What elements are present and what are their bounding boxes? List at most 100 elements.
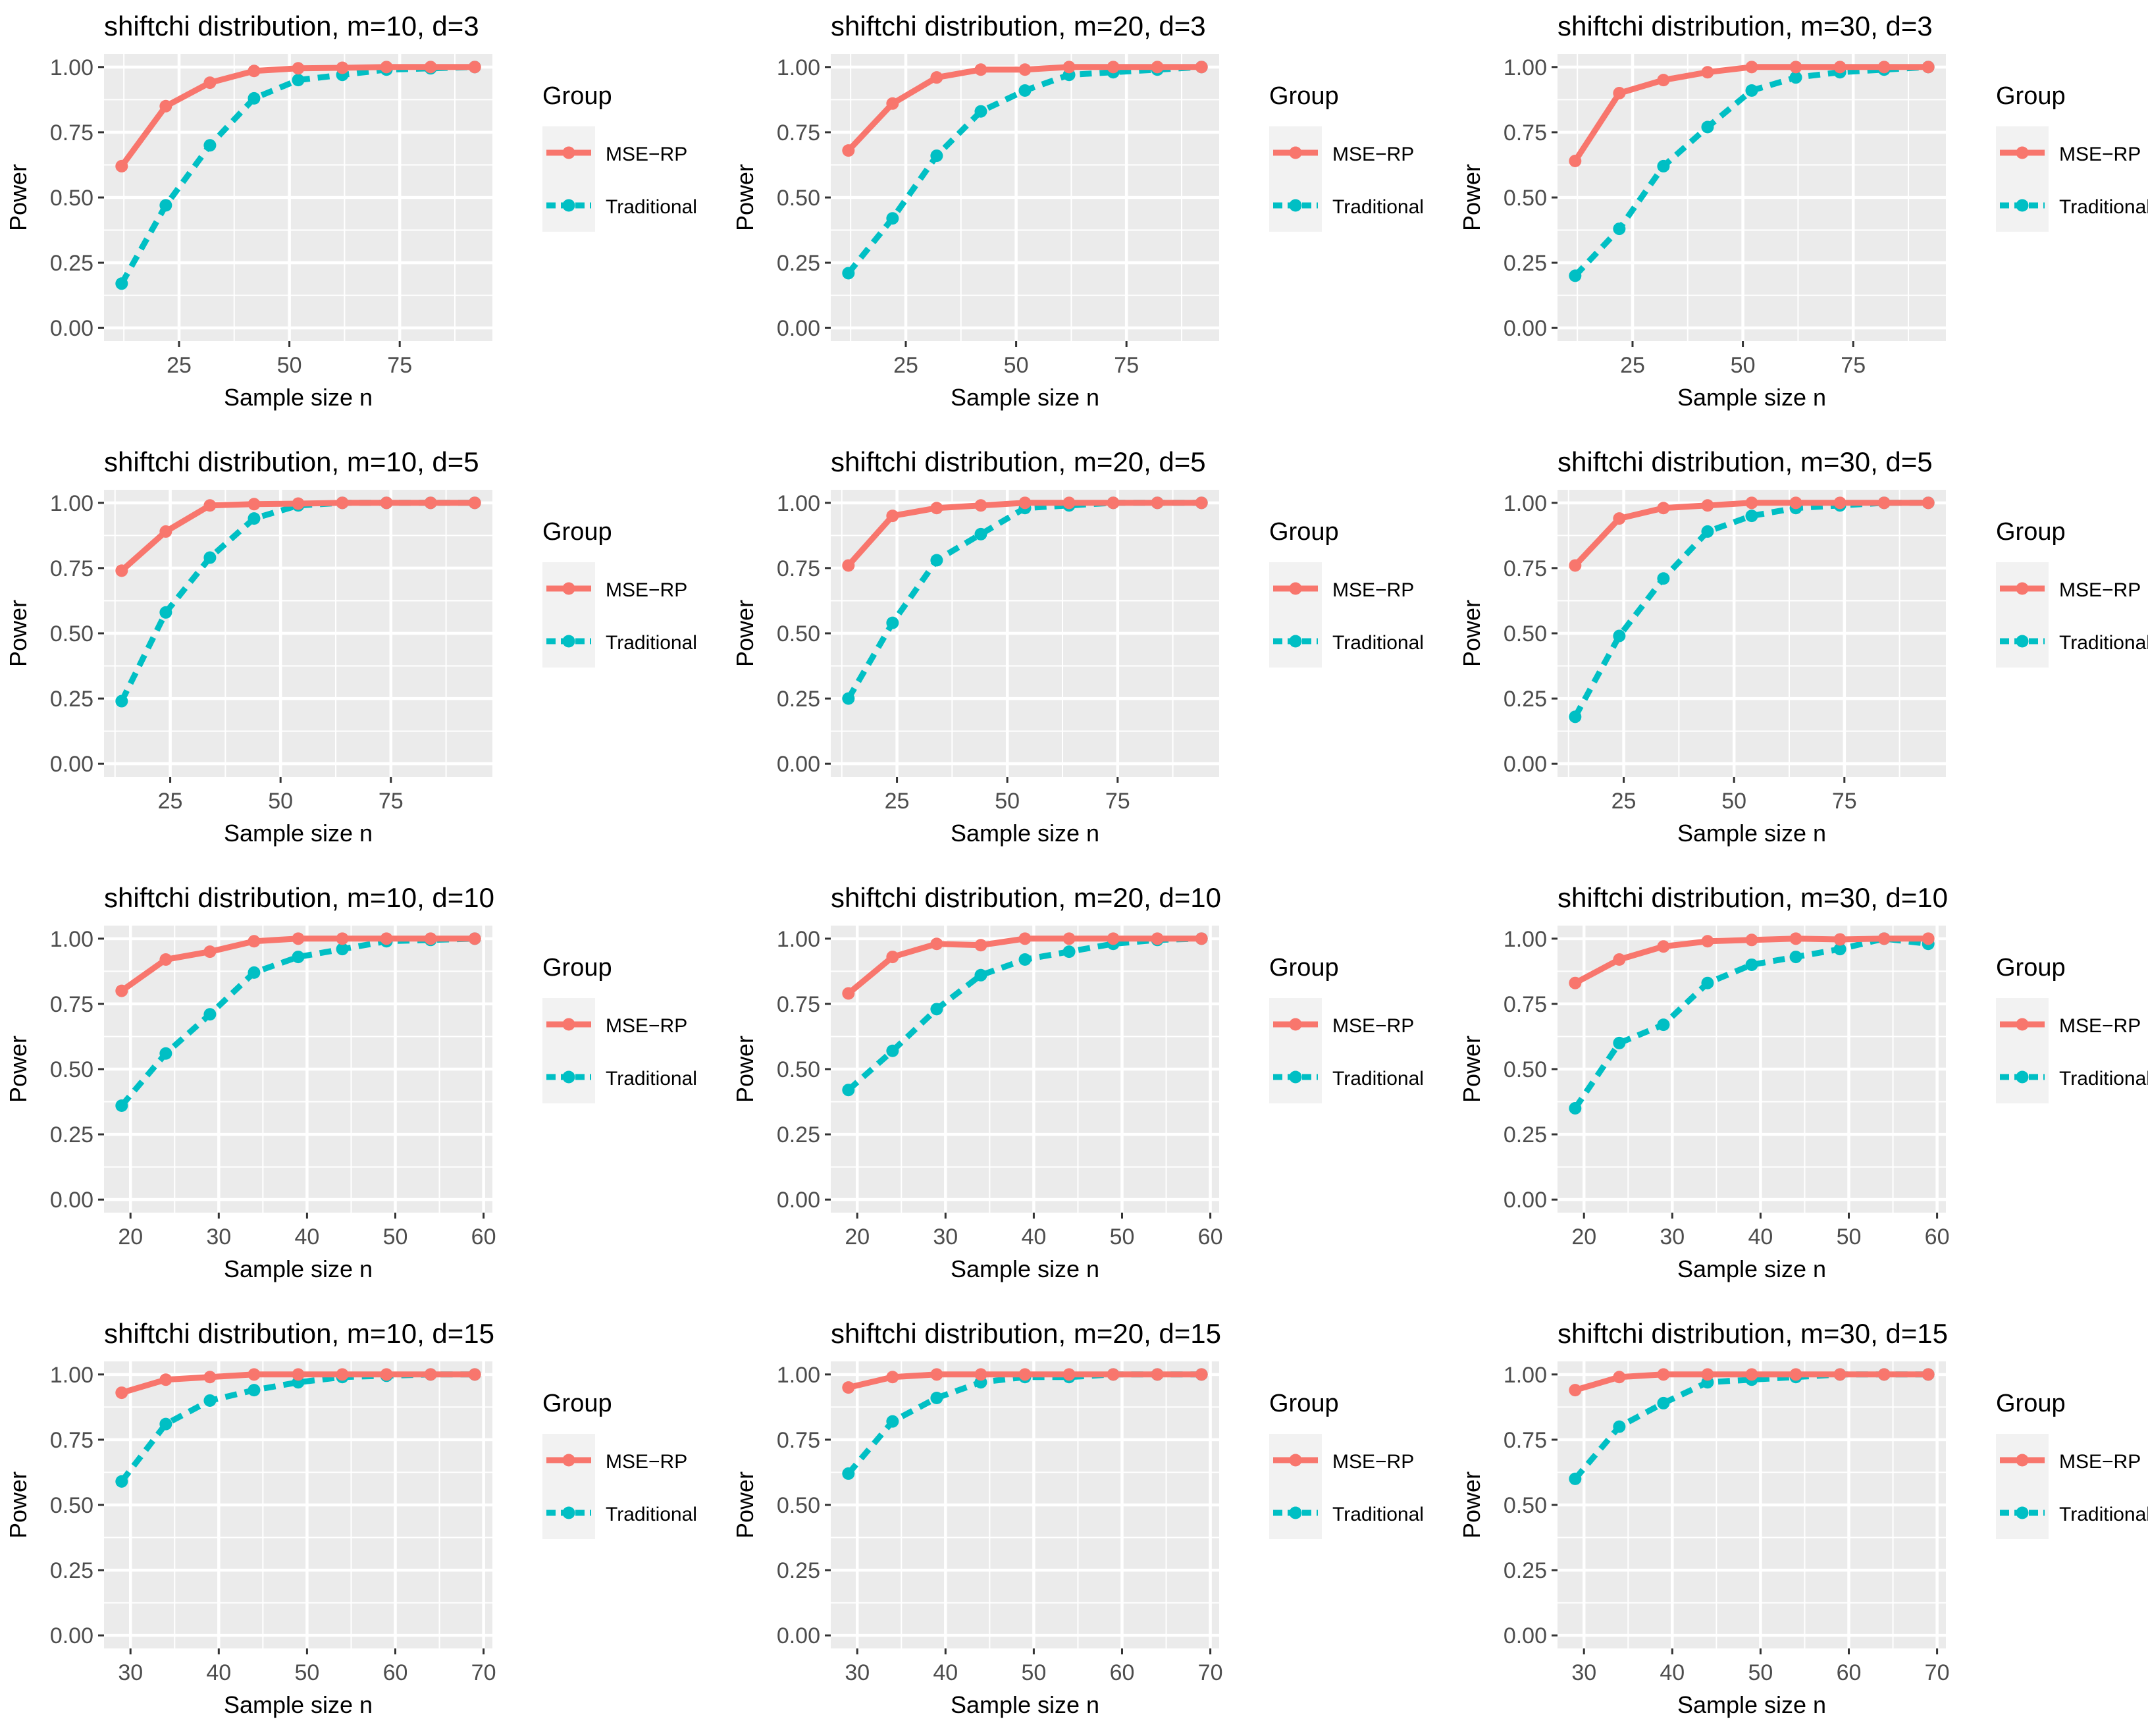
chart-title: shiftchi distribution, m=10, d=10 bbox=[104, 882, 494, 913]
traditional-point bbox=[336, 943, 349, 956]
x-tick-label: 30 bbox=[933, 1224, 958, 1249]
y-tick-label: 0.00 bbox=[1504, 1623, 1547, 1648]
x-tick-label: 60 bbox=[1925, 1224, 1950, 1249]
x-tick-label: 50 bbox=[1021, 1660, 1046, 1685]
traditional-point bbox=[115, 695, 128, 708]
traditional-line bbox=[119, 1371, 475, 1484]
legend-label: Traditional bbox=[1332, 1068, 1424, 1090]
chart-panel-12: shiftchi distribution, m=30, d=15 0.00 0.2… bbox=[1458, 1318, 2148, 1718]
y-axis-label: Power bbox=[1458, 600, 1485, 667]
y-tick-label: 0.50 bbox=[1504, 186, 1547, 211]
y-tick-label: 0.50 bbox=[1504, 1057, 1547, 1082]
mse-rp-point bbox=[1701, 1368, 1714, 1381]
legend-title: Group bbox=[1996, 518, 2066, 546]
x-tick-label: 50 bbox=[294, 1660, 319, 1685]
traditional-point bbox=[1613, 1036, 1626, 1049]
y-tick-label: 0.75 bbox=[777, 992, 820, 1017]
mse-rp-point bbox=[1018, 496, 1032, 510]
legend-label: Traditional bbox=[2059, 1504, 2148, 1525]
legend-key-point bbox=[562, 199, 575, 212]
y-tick-label: 0.50 bbox=[1504, 621, 1547, 646]
y-tick-label: 0.75 bbox=[1504, 120, 1547, 145]
y-tick-label: 1.00 bbox=[50, 491, 93, 516]
x-axis-label: Sample size n bbox=[224, 1691, 373, 1718]
x-tick-label: 25 bbox=[158, 789, 183, 814]
legend-key-point bbox=[2016, 582, 2029, 595]
mse-rp-point bbox=[248, 65, 261, 78]
legend-label: Traditional bbox=[606, 1504, 697, 1525]
traditional-point bbox=[1613, 223, 1626, 236]
mse-rp-point bbox=[468, 61, 481, 74]
traditional-point bbox=[1789, 71, 1802, 84]
mse-rp-point bbox=[1789, 496, 1802, 510]
mse-rp-point bbox=[1657, 1368, 1670, 1381]
legend-title: Group bbox=[1996, 1390, 2066, 1417]
traditional-point bbox=[886, 616, 899, 629]
traditional-point bbox=[159, 1417, 172, 1431]
x-tick-label: 60 bbox=[471, 1224, 496, 1249]
y-tick-label: 0.75 bbox=[50, 1428, 93, 1453]
mse-rp-point bbox=[468, 496, 481, 510]
mse-rp-point bbox=[292, 932, 305, 945]
y-tick-label: 0.25 bbox=[1504, 1122, 1547, 1147]
y-tick-label: 0.00 bbox=[1504, 1188, 1547, 1213]
traditional-line bbox=[1573, 1371, 1929, 1481]
legend-title: Group bbox=[1269, 82, 1339, 110]
y-tick-label: 0.50 bbox=[50, 1493, 93, 1518]
legend-title: Group bbox=[542, 518, 612, 546]
legend-title: Group bbox=[542, 82, 612, 110]
mse-rp-point bbox=[1877, 61, 1891, 74]
traditional-point bbox=[930, 1003, 943, 1016]
x-tick-label: 40 bbox=[1660, 1660, 1685, 1685]
legend-label: MSE−RP bbox=[1332, 579, 1414, 601]
mse-rp-point bbox=[115, 564, 128, 577]
mse-rp-point bbox=[842, 987, 855, 1000]
traditional-point bbox=[1657, 159, 1670, 172]
x-tick-label: 40 bbox=[933, 1660, 958, 1685]
chart-panel-2: shiftchi distribution, m=20, d=3 0.00 0.25… bbox=[731, 11, 1424, 411]
mse-rp-point bbox=[1062, 932, 1076, 945]
x-tick-label: 75 bbox=[379, 789, 404, 814]
mse-rp-point bbox=[930, 71, 943, 84]
x-tick-label: 50 bbox=[1004, 353, 1029, 378]
legend-label: MSE−RP bbox=[1332, 1015, 1414, 1037]
traditional-line bbox=[119, 935, 475, 1108]
mse-rp-point bbox=[842, 1381, 855, 1394]
y-axis-label: Power bbox=[5, 600, 32, 667]
legend-key-point bbox=[562, 582, 575, 595]
legend-title: Group bbox=[1269, 954, 1339, 982]
x-tick-label: 50 bbox=[1837, 1224, 1862, 1249]
y-axis-label: Power bbox=[5, 164, 32, 231]
x-tick-label: 70 bbox=[1925, 1660, 1950, 1685]
mse-rp-point bbox=[380, 1368, 393, 1381]
mse-rp-point bbox=[1107, 1368, 1120, 1381]
traditional-point bbox=[1613, 1420, 1626, 1433]
y-tick-label: 0.25 bbox=[777, 251, 820, 276]
x-axis-label: Sample size n bbox=[224, 820, 373, 847]
mse-rp-point bbox=[886, 951, 899, 964]
traditional-point bbox=[115, 277, 128, 290]
x-tick-label: 60 bbox=[1110, 1660, 1135, 1685]
y-axis-label: Power bbox=[1458, 1471, 1485, 1539]
traditional-point bbox=[203, 139, 217, 152]
legend-key-point bbox=[562, 1454, 575, 1467]
y-tick-label: 1.00 bbox=[1504, 1363, 1547, 1388]
legend-key-point bbox=[562, 1018, 575, 1031]
mse-rp-point bbox=[930, 937, 943, 951]
x-tick-label: 50 bbox=[268, 789, 293, 814]
legend-key-point bbox=[2016, 635, 2029, 648]
mse-rp-point bbox=[1789, 1368, 1802, 1381]
mse-rp-point bbox=[1195, 496, 1208, 510]
legend-key-point bbox=[2016, 1018, 2029, 1031]
y-tick-label: 0.50 bbox=[50, 186, 93, 211]
legend-label: MSE−RP bbox=[606, 1451, 687, 1473]
mse-rp-point bbox=[1745, 61, 1758, 74]
y-tick-label: 0.00 bbox=[777, 1188, 820, 1213]
chart-panel-5: shiftchi distribution, m=20, d=5 0.00 0.25… bbox=[731, 446, 1424, 847]
traditional-point bbox=[930, 149, 943, 163]
x-tick-label: 25 bbox=[1620, 353, 1645, 378]
mse-rp-point bbox=[1833, 61, 1847, 74]
x-tick-label: 60 bbox=[1198, 1224, 1223, 1249]
traditional-point bbox=[1701, 976, 1714, 989]
